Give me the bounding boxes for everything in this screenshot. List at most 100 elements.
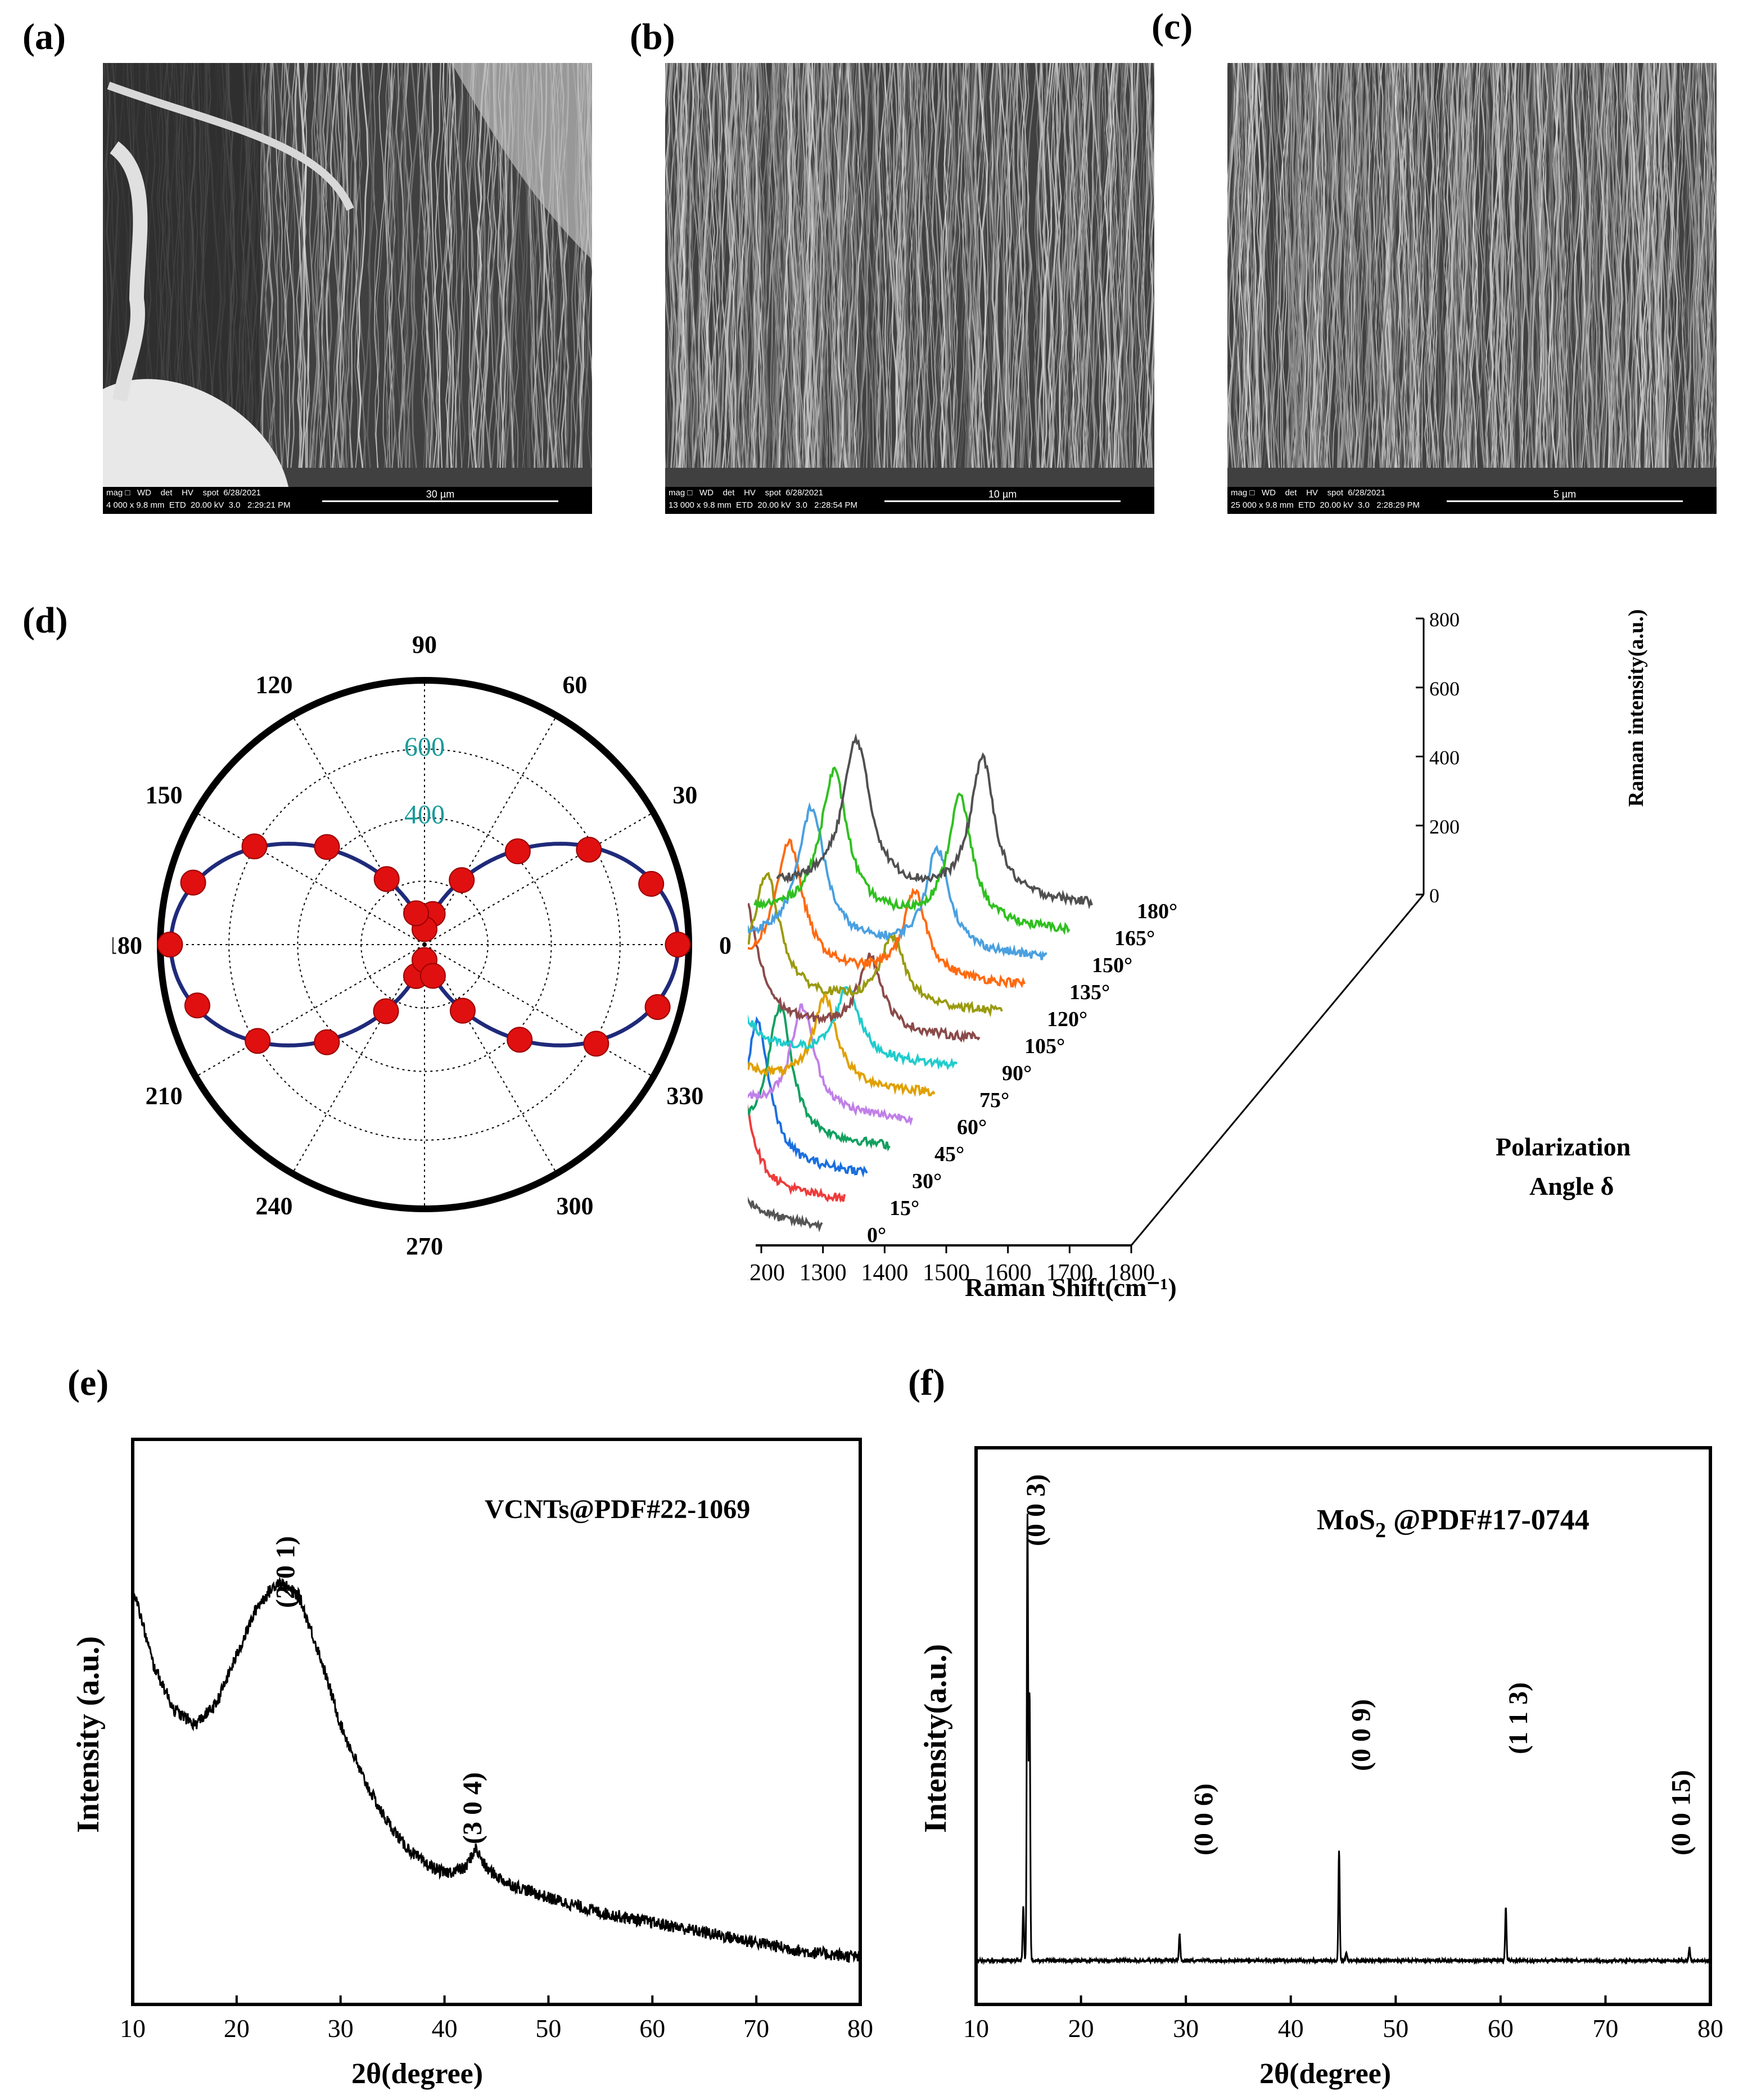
polar-data-point [373,866,400,892]
sem-fiber-texture [1227,63,1717,468]
raman-angle-label: 60° [957,1116,987,1139]
polar-grid-spoke [195,944,425,1077]
xrd-f-x-tick-label: 10 [963,2014,989,2043]
raman-x-tick-label: 1200 [748,1260,785,1286]
polar-angle-label: 330 [666,1082,703,1110]
polar-angle-label: 30 [672,782,697,809]
polar-angle-label: 270 [406,1232,443,1260]
polar-angle-label: 300 [557,1192,594,1220]
xrd-f-peak-label: (0 0 6) [1189,1783,1218,1855]
raman-y-tick-label: 600 [1429,678,1460,700]
polar-grid-spoke [292,944,425,1174]
xrd-chart-e: VCNTs@PDF#22-1069 2θ(degree) Intensity (… [71,1438,873,2090]
polar-data-point [507,1027,533,1053]
raman-series-line [748,838,1026,990]
xrd-e-x-tick-label: 30 [328,2014,354,2043]
polar-data-point [180,869,206,896]
raman-angle-label: 165° [1114,927,1155,950]
xrd-f-x-tick-label: 20 [1068,2014,1094,2043]
polar-grid-spoke [424,812,654,945]
xrd-e-x-tick-label: 50 [535,2014,561,2043]
raman-x-tick-label: 1800 [1108,1260,1155,1286]
sem-databar-b: mag □ WD det HV spot 6/28/2021 13 000 x … [665,487,1154,514]
polar-data-point [314,1029,340,1055]
sem-scale-bar: 30 µm [322,488,558,502]
angle-title: Angle δ [1529,1172,1614,1200]
panel-label-a: (a) [22,16,66,57]
polar-data-point [504,838,531,865]
panel-label-e: (e) [67,1362,109,1403]
polar-data-point [157,932,183,958]
polar-grid-spoke [424,944,654,1077]
polar-grid-spoke [424,944,557,1174]
polar-angle-label: 90 [412,631,437,658]
raman-series-line [748,1003,913,1126]
raman-angle-label: 0° [867,1223,886,1247]
xrd-f-title-rest: @PDF#17-0744 [1386,1504,1590,1536]
polar-data-point [449,867,475,893]
xrd-e-curve [132,1575,861,1963]
sem-meta-line2: 13 000 x 9.8 mm ETD 20.00 kV 3.0 2:28:54… [669,500,858,510]
xrd-e-x-tick-label: 10 [120,2014,146,2043]
polar-data-point [449,997,476,1024]
polar-angle-label: 60 [563,671,588,699]
raman-angle-label: 15° [889,1196,919,1220]
sem-scale-bar: 10 µm [884,488,1121,502]
raman-y-tick-label: 200 [1429,815,1460,838]
xrd-e-x-tick-label: 40 [432,2014,458,2043]
raman-y-tick-label: 800 [1429,608,1460,631]
polar-data-point [419,963,446,989]
sem-meta-line1: mag □ WD det HV spot 6/28/2021 [106,488,261,498]
xrd-e-peak-label: (2 0 1) [270,1536,300,1608]
raman-angle-label: 105° [1024,1035,1065,1058]
sem-meta-line1: mag □ WD det HV spot 6/28/2021 [669,488,824,498]
xrd-e-x-tick-label: 80 [847,2014,873,2043]
polar-angle-label: 150 [146,782,183,809]
raman-angle-label: 75° [979,1089,1009,1112]
panel-label-b: (b) [630,16,675,57]
xrd-f-title: MoS2 @PDF#17-0744 [1317,1504,1590,1542]
panel-label-c: (c) [1152,6,1193,47]
polar-data-point [245,1028,271,1054]
xrd-f-curve [975,1514,1712,1966]
raman-series-line [748,902,981,1043]
raman-angle-axis [1130,894,1425,1246]
polar-angle-label: 240 [256,1192,293,1220]
polar-data-point [638,870,665,897]
raman-series-line [748,1196,823,1232]
polar-data-point [184,992,210,1019]
polar-plot: 0 30 60 90 120 150 180 210 240 270 300 330 400 600 [112,631,731,1260]
raman-angle-label: 45° [934,1142,964,1166]
xrd-f-peak-label: (0 0 3) [1021,1474,1051,1546]
polar-data-point [373,998,399,1024]
raman-angle-label: 90° [1002,1062,1032,1085]
sem-meta-line1: mag □ WD det HV spot 6/28/2021 [1231,488,1386,498]
raman-angle-label: 180° [1137,900,1177,923]
sem-image-a: mag □ WD det HV spot 6/28/2021 4 000 x 9… [103,63,592,514]
xrd-f-frame [974,1446,1712,2006]
raman-series-line [753,766,1071,936]
xrd-e-frame [131,1438,862,2006]
sem-bright-region [451,63,592,260]
xrd-e-title: VCNTs@PDF#22-1069 [485,1494,750,1524]
xrd-f-peak-label: (0 0 15) [1666,1770,1696,1855]
xrd-chart-f: MoS2 @PDF#17-0744 2θ(degree) Intensity(a… [918,1446,1723,2090]
raman-y-tick-label: 400 [1429,747,1460,769]
polar-angle-label: 210 [146,1082,183,1110]
xrd-f-x-tick-label: 30 [1173,2014,1199,2043]
sem-meta-line2: 4 000 x 9.8 mm ETD 20.00 kV 3.0 2:29:21 … [106,500,291,510]
raman-series-line [748,986,958,1071]
sem-fiber-texture [665,63,1154,468]
raman-xlabel: Raman Shift(cm⁻¹) [965,1273,1177,1302]
raman-angle-label: 120° [1047,1008,1087,1031]
raman-series-line [748,1016,868,1178]
polar-data-point [665,932,691,958]
xrd-e-x-tick-label: 70 [743,2014,769,2043]
raman-y-tick-label: 0 [1429,884,1439,907]
xrd-f-x-tick-label: 60 [1488,2014,1514,2043]
xrd-f-x-tick-label: 50 [1383,2014,1408,2043]
raman-series-line [748,871,1003,1018]
polar-data-point [403,900,430,927]
raman-waterfall-chart: Raman Shift(cm⁻¹) Raman intensity(a.u.) … [748,608,1648,1302]
xrd-f-xlabel: 2θ(degree) [1259,2058,1391,2090]
